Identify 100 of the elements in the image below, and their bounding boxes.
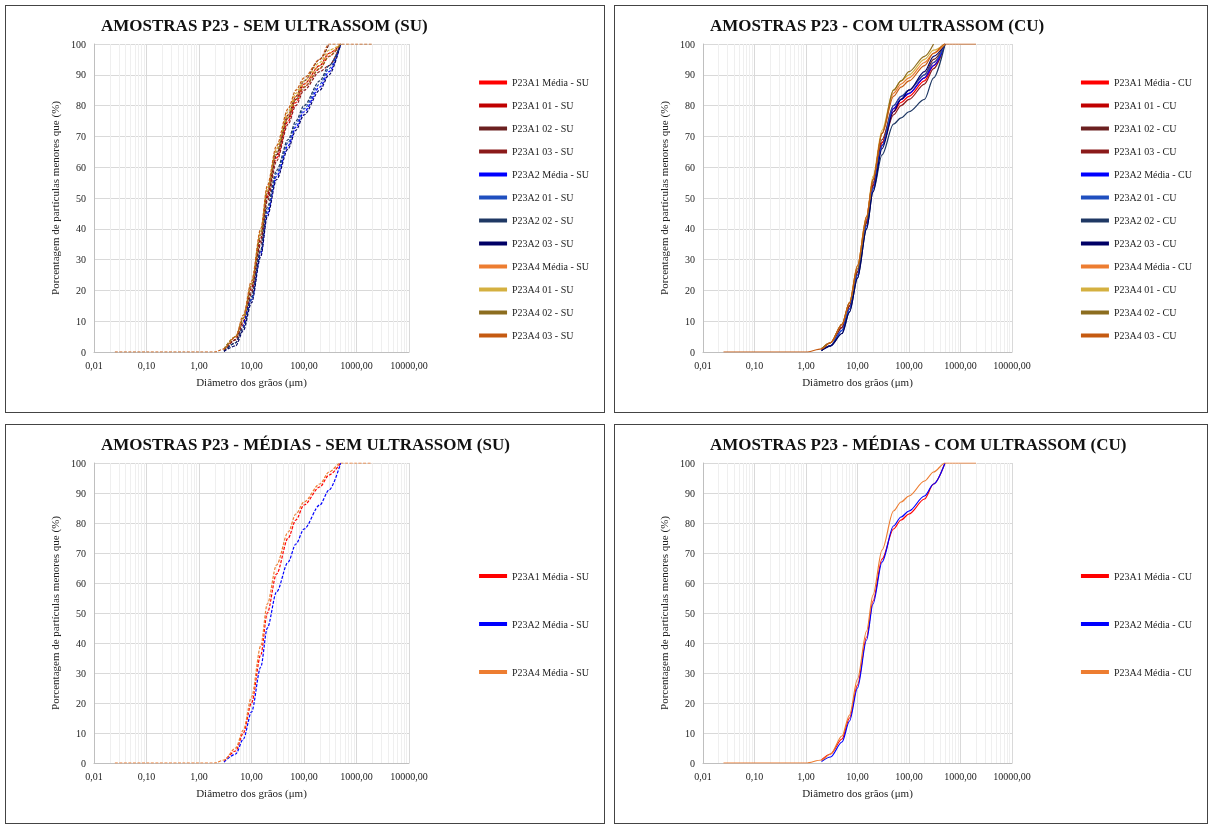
y-tick-label: 10 xyxy=(685,727,695,739)
y-tick-label: 50 xyxy=(76,192,86,204)
legend-label: P23A1 Média - SU xyxy=(512,77,590,88)
legend-label: P23A2 02 - CU xyxy=(1113,215,1178,226)
legend-label: P23A4 01 - SU xyxy=(512,284,575,295)
legend-label: P23A2 Média - CU xyxy=(1113,618,1193,630)
chart-title: AMOSTRAS P23 - MÉDIAS - SEM ULTRASSOM (SU) xyxy=(101,435,510,454)
chart-title: AMOSTRAS P23 - MÉDIAS - COM ULTRASSOM (CU) xyxy=(710,435,1127,454)
y-tick-label: 80 xyxy=(685,100,695,112)
legend-label: P23A1 02 - CU xyxy=(1113,123,1178,134)
legend-label: P23A1 01 - SU xyxy=(512,100,575,111)
legend-label: P23A2 02 - SU xyxy=(512,215,575,226)
y-tick-label: 70 xyxy=(685,547,695,559)
x-tick-label: 10,00 xyxy=(846,770,869,782)
legend-label: P23A2 Média - SU xyxy=(512,618,590,630)
x-tick-label: 1000,00 xyxy=(340,359,373,371)
legend-label: P23A1 02 - SU xyxy=(512,123,575,134)
y-tick-label: 40 xyxy=(685,223,695,235)
y-tick-label: 50 xyxy=(685,607,695,619)
y-tick-label: 70 xyxy=(76,130,86,142)
x-tick-label: 100,00 xyxy=(895,770,923,782)
legend-label: P23A4 Média - SU xyxy=(512,261,590,272)
y-axis-title: Porcentagem de partículas menores que (%) xyxy=(657,515,671,710)
y-tick-label: 90 xyxy=(76,69,86,81)
y-tick-label: 70 xyxy=(76,547,86,559)
legend-label: P23A4 02 - CU xyxy=(1113,307,1178,318)
legend-label: P23A4 01 - CU xyxy=(1113,284,1178,295)
y-tick-label: 80 xyxy=(685,517,695,529)
legend-label: P23A4 03 - CU xyxy=(1113,330,1178,341)
legend-label: P23A4 03 - SU xyxy=(512,330,575,341)
x-tick-label: 10000,00 xyxy=(993,359,1031,371)
x-tick-label: 10000,00 xyxy=(390,770,428,782)
y-tick-label: 80 xyxy=(76,517,86,529)
legend-label: P23A1 Média - SU xyxy=(512,570,590,582)
x-tick-label: 0,01 xyxy=(694,770,712,782)
y-tick-label: 30 xyxy=(76,254,86,266)
y-tick-label: 0 xyxy=(690,346,695,358)
x-tick-label: 0,10 xyxy=(137,770,156,782)
y-tick-label: 40 xyxy=(76,637,86,649)
x-tick-label: 10,00 xyxy=(846,359,869,371)
y-axis-title: Porcentagem de partículas menores que (%) xyxy=(48,100,62,295)
y-tick-label: 100 xyxy=(71,457,86,469)
y-tick-label: 90 xyxy=(76,487,86,499)
y-tick-label: 10 xyxy=(76,727,86,739)
x-tick-label: 0,01 xyxy=(85,770,103,782)
x-tick-label: 1,00 xyxy=(190,770,208,782)
x-tick-label: 1000,00 xyxy=(340,770,373,782)
legend-label: P23A1 Média - CU xyxy=(1113,570,1193,582)
y-tick-label: 50 xyxy=(76,607,86,619)
legend-label: P23A2 01 - SU xyxy=(512,192,575,203)
x-tick-label: 100,00 xyxy=(895,359,923,371)
legend-label: P23A2 01 - CU xyxy=(1113,192,1178,203)
y-tick-label: 100 xyxy=(71,38,86,50)
x-tick-label: 10,00 xyxy=(240,359,263,371)
legend-label: P23A2 03 - SU xyxy=(512,238,575,249)
y-axis-title: Porcentagem de partículas menores que (%) xyxy=(657,100,671,295)
y-tick-label: 20 xyxy=(685,697,695,709)
x-axis-title: Diâmetro dos grãos (μm) xyxy=(802,786,914,800)
y-tick-label: 60 xyxy=(76,161,86,173)
x-tick-label: 0,10 xyxy=(745,770,764,782)
legend-label: P23A4 Média - CU xyxy=(1113,666,1193,678)
y-tick-label: 30 xyxy=(76,667,86,679)
legend-label: P23A1 Média - CU xyxy=(1113,77,1193,88)
y-tick-label: 90 xyxy=(685,69,695,81)
y-axis-title: Porcentagem de partículas menores que (%) xyxy=(48,515,62,710)
x-tick-label: 0,10 xyxy=(137,359,156,371)
x-tick-label: 100,00 xyxy=(290,359,318,371)
legend-label: P23A1 03 - SU xyxy=(512,146,575,157)
legend-label: P23A2 03 - CU xyxy=(1113,238,1178,249)
y-tick-label: 0 xyxy=(690,757,695,769)
y-tick-label: 20 xyxy=(76,284,86,296)
x-axis-title: Diâmetro dos grãos (μm) xyxy=(802,375,914,389)
y-tick-label: 60 xyxy=(685,161,695,173)
y-tick-label: 10 xyxy=(685,315,695,327)
y-tick-label: 80 xyxy=(76,100,86,112)
x-tick-label: 1,00 xyxy=(797,359,815,371)
y-tick-label: 0 xyxy=(81,346,86,358)
x-tick-label: 1,00 xyxy=(797,770,815,782)
legend-label: P23A4 Média - CU xyxy=(1113,261,1193,272)
y-tick-label: 10 xyxy=(76,315,86,327)
x-tick-label: 10000,00 xyxy=(993,770,1031,782)
x-tick-label: 0,10 xyxy=(745,359,764,371)
y-tick-label: 30 xyxy=(685,667,695,679)
legend-label: P23A2 Média - CU xyxy=(1113,169,1193,180)
x-axis-title: Diâmetro dos grãos (μm) xyxy=(196,375,308,389)
x-tick-label: 1,00 xyxy=(190,359,208,371)
x-axis-title: Diâmetro dos grãos (μm) xyxy=(196,786,308,800)
x-tick-label: 10,00 xyxy=(240,770,263,782)
y-tick-label: 30 xyxy=(685,254,695,266)
y-tick-label: 70 xyxy=(685,130,695,142)
legend-label: P23A1 03 - CU xyxy=(1113,146,1178,157)
chart-title: AMOSTRAS P23 - SEM ULTRASSOM (SU) xyxy=(101,16,428,35)
x-tick-label: 0,01 xyxy=(85,359,103,371)
x-tick-label: 100,00 xyxy=(290,770,318,782)
x-tick-label: 0,01 xyxy=(694,359,712,371)
y-tick-label: 20 xyxy=(76,697,86,709)
chart-title: AMOSTRAS P23 - COM ULTRASSOM (CU) xyxy=(710,16,1045,35)
x-tick-label: 1000,00 xyxy=(944,770,977,782)
y-tick-label: 100 xyxy=(680,38,695,50)
x-tick-label: 1000,00 xyxy=(944,359,977,371)
